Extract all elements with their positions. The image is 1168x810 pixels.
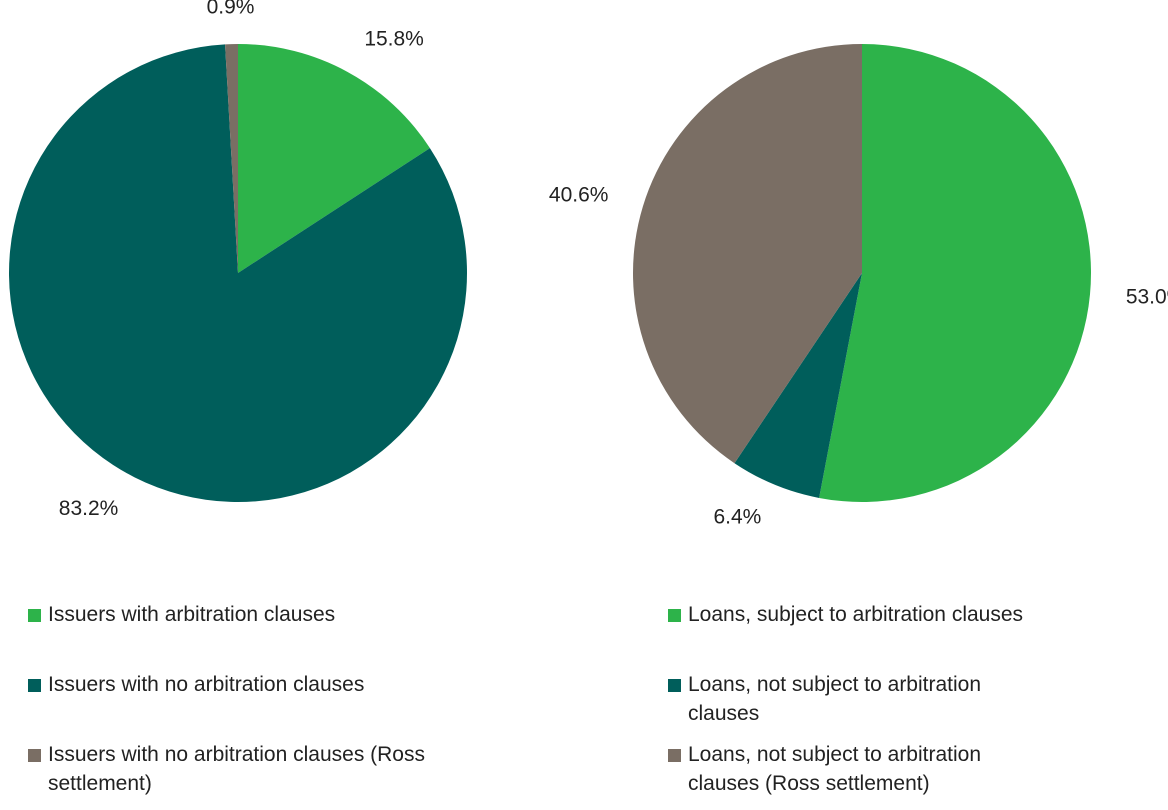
data-label: 83.2% bbox=[59, 497, 119, 520]
legend-item: Issuers with no arbitration clauses bbox=[28, 670, 468, 740]
legend-label: Issuers with no arbitration clauses (Ros… bbox=[48, 743, 425, 795]
legend-swatch bbox=[28, 749, 41, 762]
data-label: 15.8% bbox=[364, 28, 424, 51]
legend-item: Loans, not subject to arbitration clause… bbox=[668, 670, 1048, 740]
pie-slice bbox=[9, 44, 468, 502]
legend-item: Loans, subject to arbitration clauses bbox=[668, 600, 1048, 670]
legend-item: Issuers with no arbitration clauses (Ros… bbox=[28, 740, 468, 810]
pie-slice bbox=[238, 44, 430, 273]
legend-item: Loans, not subject to arbitration clause… bbox=[668, 740, 1048, 810]
legend-swatch bbox=[668, 609, 681, 622]
data-label: 6.4% bbox=[713, 506, 761, 529]
legend: Issuers with arbitration clauses Issuers … bbox=[28, 600, 468, 810]
data-label: 0.9% bbox=[207, 0, 255, 19]
legend-label: Issuers with arbitration clauses bbox=[48, 603, 336, 626]
charts: 15.8% 83.2% 0.9% 53.0% 6.4% 40.6% bbox=[9, 0, 1168, 529]
legend-label: Issuers with no arbitration clauses bbox=[48, 673, 365, 696]
pie-slice bbox=[819, 44, 1091, 502]
legend-label: Loans, subject to arbitration clauses bbox=[688, 603, 1024, 626]
legend-swatch bbox=[668, 679, 681, 692]
pie-slice bbox=[633, 44, 862, 464]
legend-label: Loans, not subject to arbitration clause… bbox=[688, 743, 982, 795]
legend-swatch bbox=[28, 609, 41, 622]
legend-swatch bbox=[668, 749, 681, 762]
pie-slice bbox=[734, 273, 862, 498]
legend: Loans, subject to arbitration clauses Loa… bbox=[668, 600, 1048, 810]
data-label: 53.0% bbox=[1126, 285, 1168, 308]
legend-swatch bbox=[28, 679, 41, 692]
pie-slice bbox=[225, 44, 238, 273]
legend-item: Issuers with arbitration clauses bbox=[28, 600, 468, 670]
legend-label: Loans, not subject to arbitration clause… bbox=[688, 673, 982, 725]
data-label: 40.6% bbox=[549, 183, 609, 206]
